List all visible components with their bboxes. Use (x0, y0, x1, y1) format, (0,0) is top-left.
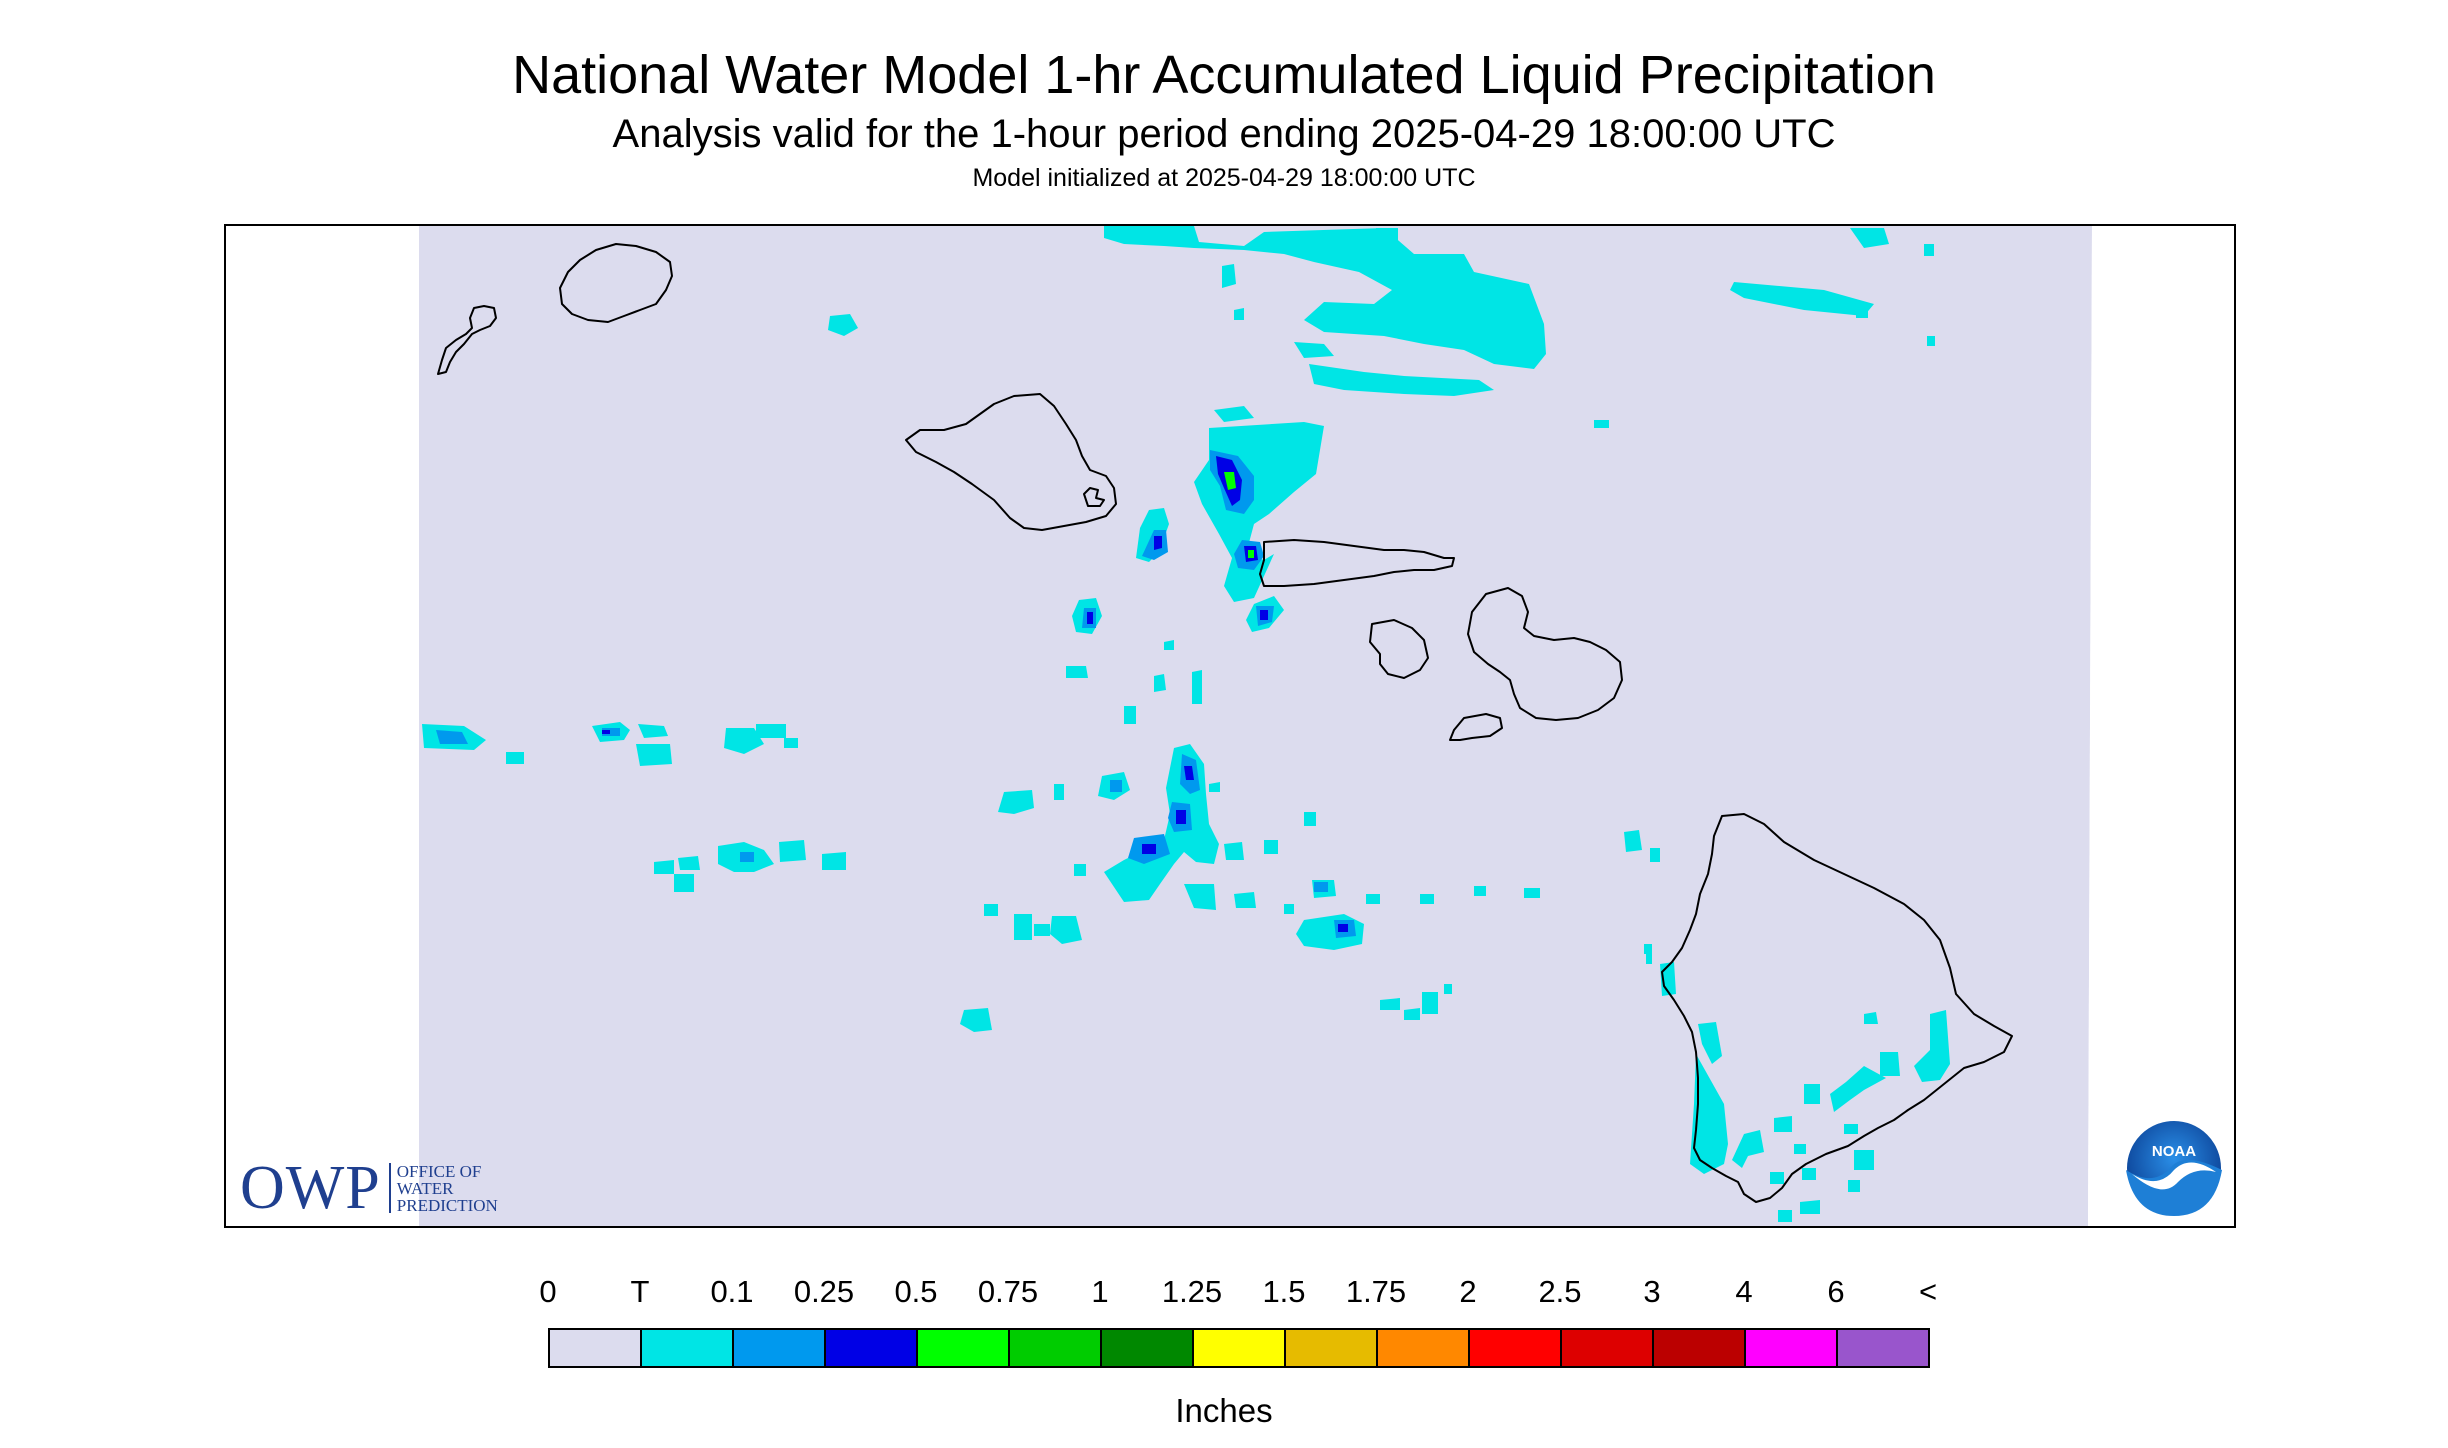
owp-logo-text: OFFICE OF WATER PREDICTION (397, 1163, 498, 1214)
legend-units: Inches (1175, 1392, 1273, 1429)
pearl-harbor (1083, 487, 1105, 507)
map-frame (224, 224, 2236, 1228)
coastlines (437, 243, 2013, 1203)
map-title: National Water Model 1-hr Accumulated Li… (512, 45, 1936, 105)
owp-line-2: WATER (396, 1178, 454, 1198)
legend-tick-label: 2.5 (1538, 1274, 1582, 1309)
legend-swatch (1376, 1328, 1470, 1368)
legend-tick-label: 1.5 (1262, 1274, 1306, 1309)
owp-line-1: OFFICE OF (396, 1161, 482, 1181)
legend-swatch (1284, 1328, 1378, 1368)
legend-swatch (1744, 1328, 1838, 1368)
legend-swatch (1468, 1328, 1562, 1368)
legend-swatch (548, 1328, 642, 1368)
legend-swatch (916, 1328, 1010, 1368)
owp-logo: OWP OFFICE OF WATER PREDICTION (240, 1154, 498, 1222)
legend-tick-label: 1 (1091, 1274, 1109, 1309)
legend-tick-label: < (1918, 1274, 1938, 1309)
island-lanai (1369, 619, 1429, 679)
island-molokai (1259, 539, 1455, 587)
legend-tick-label: 1.75 (1345, 1274, 1407, 1309)
legend-tick-label: T (630, 1274, 650, 1309)
island-oahu (905, 393, 1117, 531)
legend-swatch (1652, 1328, 1746, 1368)
legend-tick-label: 0 (539, 1274, 557, 1309)
owp-logo-divider (388, 1163, 391, 1213)
island-kauai (559, 243, 673, 323)
legend-tick-label: 2 (1459, 1274, 1477, 1309)
legend-tick-label: 6 (1827, 1274, 1845, 1309)
legend-swatch (1100, 1328, 1194, 1368)
legend-swatch (1192, 1328, 1286, 1368)
legend-swatch (1836, 1328, 1930, 1368)
island-kahoolawe (1449, 713, 1503, 741)
nodata-right (2088, 224, 2236, 1228)
island-hawaii (1661, 813, 2013, 1203)
legend-tick-label: 4 (1735, 1274, 1753, 1309)
noaa-logo-text: NOAA (2152, 1143, 2196, 1160)
data-domain (419, 226, 2092, 1228)
legend-tick-label: 0.5 (894, 1274, 938, 1309)
precipitation-map (224, 224, 2236, 1228)
legend-swatch (1008, 1328, 1102, 1368)
legend-tick-label: 1.25 (1161, 1274, 1223, 1309)
owp-line-3: PREDICTION (396, 1195, 498, 1215)
owp-logo-mark: OWP (240, 1154, 381, 1222)
legend-tick-label: 3 (1643, 1274, 1661, 1309)
legend-tick-label: 0.75 (977, 1274, 1039, 1309)
legend-swatch (640, 1328, 734, 1368)
legend-tick-label: 0.25 (793, 1274, 855, 1309)
legend-swatch (732, 1328, 826, 1368)
legend-swatch (824, 1328, 918, 1368)
island-niihau (437, 305, 497, 375)
legend-tick-label: 0.1 (710, 1274, 754, 1309)
legend-swatch (1560, 1328, 1654, 1368)
noaa-logo: NOAA (2125, 1119, 2223, 1217)
island-maui (1467, 587, 1623, 721)
map-subtitle: Analysis valid for the 1-hour period end… (612, 112, 1836, 156)
precip-heavy (1224, 472, 1254, 558)
model-init-text: Model initialized at 2025-04-29 18:00:00… (972, 164, 1476, 192)
